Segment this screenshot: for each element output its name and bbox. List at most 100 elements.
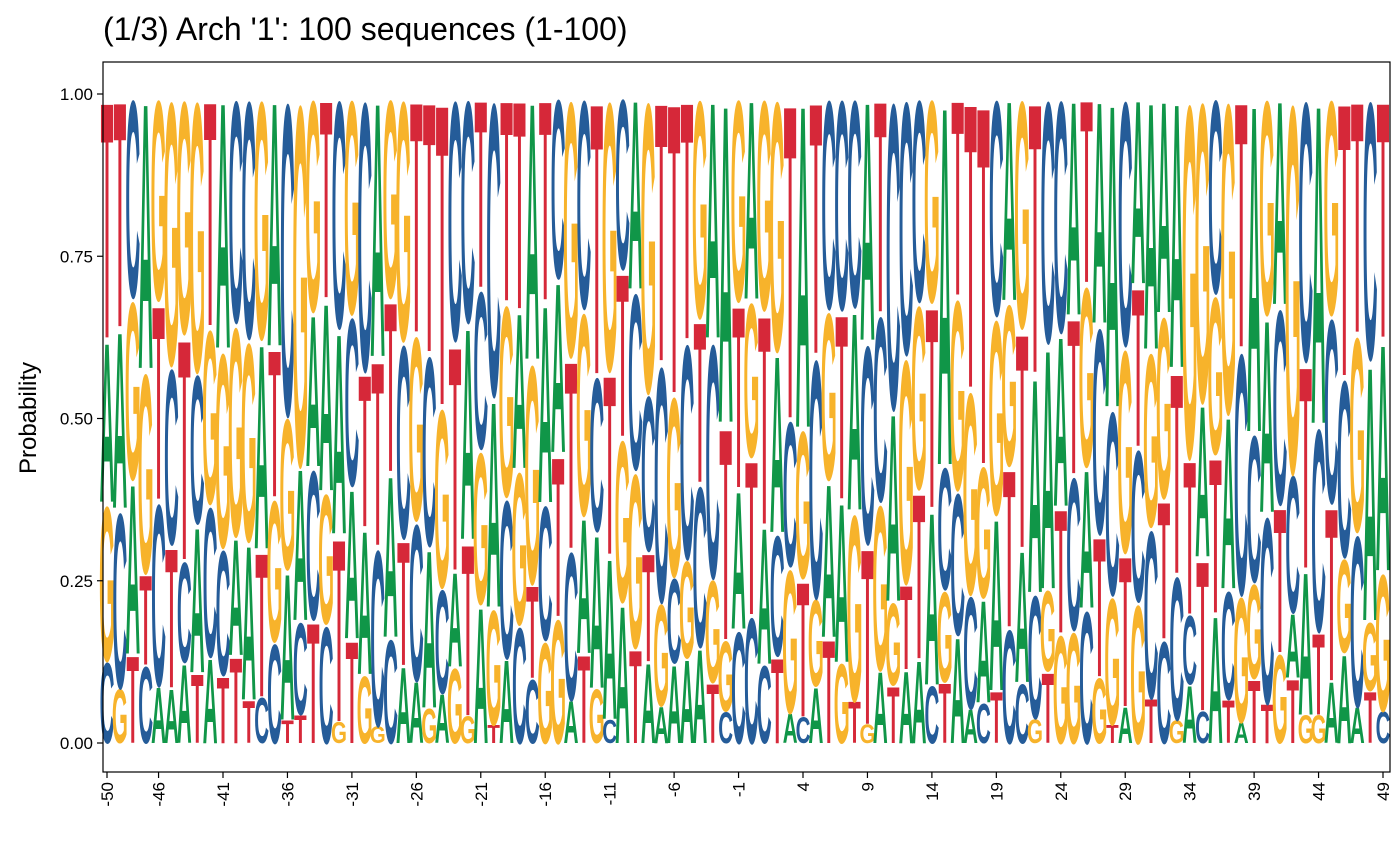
logo-letter-A: A	[796, 10, 811, 526]
logo-letter-T: T	[1196, 519, 1209, 757]
logo-letter-A: A	[950, 607, 965, 775]
logo-letter-T: T	[861, 497, 874, 777]
logo-letter-A: A	[757, 489, 772, 706]
logo-letter-T: T	[101, 31, 114, 409]
logo-letter-T: T	[500, 42, 513, 362]
logo-letter-C: C	[873, 262, 888, 557]
logo-letter-G: G	[1246, 558, 1262, 708]
logo-letter-T: T	[552, 412, 565, 666]
logo-letter-T: T	[1338, 22, 1351, 458]
logo-letter-T: T	[1274, 466, 1287, 697]
logo-letter-A: A	[280, 530, 295, 765]
logo-letter-T: T	[951, 42, 964, 354]
logo-letter-T: T	[616, 226, 629, 485]
logo-letter-T: T	[719, 367, 732, 704]
logo-letter-A: A	[924, 463, 939, 738]
logo-letter-C: C	[190, 331, 205, 567]
logo-letter-T: T	[1055, 474, 1068, 671]
logo-letter-T: T	[565, 307, 578, 606]
logo-letter-G: G	[756, 38, 772, 372]
logo-letter-G: G	[1130, 564, 1146, 785]
logo-letter-A: A	[344, 445, 359, 683]
logo-letter-A: A	[409, 666, 424, 762]
x-tick-label: 39	[1245, 782, 1264, 801]
logo-letter-T: T	[333, 487, 346, 777]
logo-letter-A: A	[525, 27, 540, 438]
logo-letter-C: C	[860, 289, 875, 604]
logo-letter-G: G	[679, 532, 695, 687]
logo-letter-A: A	[912, 636, 927, 768]
logo-letter-T: T	[887, 672, 900, 761]
logo-letter-T: T	[926, 249, 939, 568]
logo-letter-C: C	[293, 596, 308, 743]
logo-letter-G: G	[1040, 567, 1056, 696]
logo-letter-A: A	[847, 255, 862, 570]
logo-letter-C: C	[1131, 407, 1146, 648]
logo-letter-A: A	[254, 283, 269, 610]
logo-letter-G: G	[473, 409, 489, 650]
logo-letter-G: G	[1375, 535, 1391, 753]
y-tick-label: 0.75	[60, 247, 93, 266]
logo-letter-A: A	[1298, 530, 1313, 758]
logo-letter-A: A	[1337, 630, 1352, 771]
logo-letter-C: C	[370, 498, 385, 778]
logo-letter-C: C	[783, 380, 798, 611]
logo-letter-C: C	[396, 291, 411, 597]
logo-letter-A: A	[899, 650, 914, 765]
x-tick-label: 4	[794, 782, 813, 791]
logo-letter-C: C	[912, 42, 927, 362]
logo-letter-C: C	[1363, 28, 1378, 437]
logo-letter-A: A	[538, 248, 553, 563]
logo-letter-G: G	[1362, 602, 1378, 711]
logo-letter-T: T	[268, 306, 281, 541]
logo-letter-A: A	[319, 249, 334, 548]
logo-letter-G: G	[331, 715, 347, 750]
logo-letter-T: T	[243, 688, 256, 756]
x-tick-label: 34	[1181, 782, 1200, 801]
logo-letter-T: T	[939, 667, 952, 762]
logo-letter-C: C	[1092, 268, 1107, 595]
logo-letter-C: C	[512, 593, 527, 778]
logo-letter-G: G	[1285, 0, 1301, 583]
logo-letter-C: C	[216, 513, 231, 713]
logo-letter-G: G	[408, 284, 424, 576]
logo-letter-A: A	[680, 637, 695, 769]
logo-letter-G: G	[731, 42, 747, 362]
logo-letter-A: A	[203, 636, 218, 770]
logo-letter-G: G	[511, 428, 527, 670]
x-tick-label: -16	[536, 782, 555, 807]
logo-letter-T: T	[1299, 308, 1312, 630]
logo-letter-A: A	[125, 434, 140, 706]
logo-letter-A: A	[1208, 580, 1223, 782]
logo-letter-A: A	[1053, 287, 1068, 558]
logo-letter-A: A	[190, 486, 205, 717]
logo-letter-C: C	[1002, 597, 1017, 778]
logo-letter-G: G	[666, 346, 682, 631]
logo-letter-C: C	[899, 28, 914, 430]
logo-letter-C: C	[576, 39, 591, 371]
logo-letter-C: C	[551, 48, 566, 333]
logo-letter-A: A	[1105, 15, 1120, 500]
logo-letter-T: T	[487, 720, 500, 749]
logo-letter-C: C	[435, 560, 450, 725]
logo-letter-C: C	[1079, 574, 1094, 783]
logo-letter-A: A	[177, 643, 192, 768]
logo-letter-G: G	[1323, 37, 1339, 378]
logo-letter-T: T	[346, 613, 359, 775]
logo-letter-C: C	[319, 594, 334, 779]
logo-letter-G: G	[125, 250, 141, 533]
logo-letter-T: T	[694, 276, 707, 531]
logo-letter-A: A	[602, 512, 617, 768]
logo-letter-C: C	[628, 242, 643, 522]
logo-letter-G: G	[937, 566, 953, 710]
logo-letter-G: G	[795, 388, 811, 623]
logo-letter-G: G	[1182, 3, 1198, 564]
logo-letter-C: C	[525, 662, 540, 763]
logo-letter-G: G	[872, 458, 888, 720]
logo-letter-T: T	[230, 633, 243, 770]
logo-letter-C: C	[1337, 328, 1352, 610]
logo-letter-T: T	[294, 707, 307, 752]
logo-letter-T: T	[513, 39, 526, 372]
logo-letter-T: T	[848, 691, 861, 756]
